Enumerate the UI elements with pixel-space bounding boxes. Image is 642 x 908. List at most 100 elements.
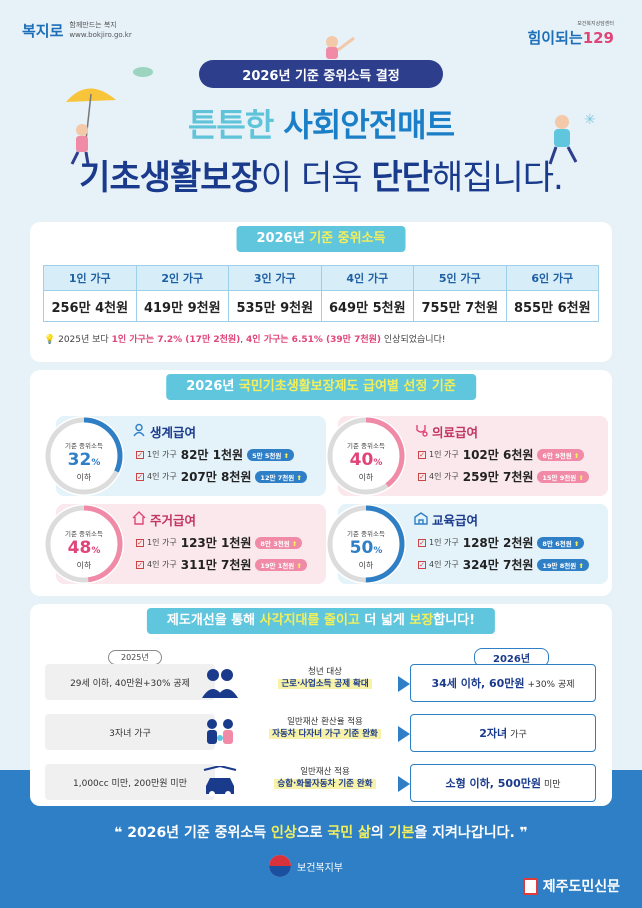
house-icon [132,511,146,528]
benefit-amount: 311만 7천원 [180,558,252,572]
new-criteria-main: 소형 이하, 500만원 [445,777,541,790]
up-arrow-icon: ⬆ [571,451,580,460]
check-icon: ✓ [418,560,426,569]
publisher-icon [522,877,538,895]
gauge-percent-value: 50 [349,538,374,558]
increase-chip: 6만 9천원 ⬆ [537,448,585,461]
bokjiro-logo[interactable]: 복지로 함께만드는 복지 www.bokjiro.go.kr [22,20,132,41]
check-icon: ✓ [418,538,426,547]
arrow-right-icon [398,776,410,792]
benefit-ratio-arc [45,417,123,495]
new-criteria-suffix: 미만 [543,779,561,790]
reform-description-line: 자동차 다자녀 가구 기준 완화 [240,728,410,740]
benefit-title-text: 주거급여 [150,513,197,528]
new-criteria: 2자녀 가구 [410,714,596,752]
increase-chip: 5만 5천원 ⬆ [247,448,295,461]
reform-card: 제도개선을 통해 사각지대를 줄이고 더 넓게 보장합니다! 2025년 202… [30,604,612,806]
benefit-row: ✓ 1인 가구 82만 1천원 5만 5천원 ⬆ [136,446,295,463]
reform-description-line: 근로·사업소득 공제 확대 [240,678,410,690]
headline-2-part-4: 해집니다. [431,158,564,198]
gauge-sub: 이하 [76,473,92,482]
headline-1-emphasis: 사회안전매트 [283,106,455,144]
household-label: 1인 가구 [429,538,459,547]
slogan-part-4: 국민 삶 [327,825,371,841]
increase-chip-value: 5만 5천원 [252,451,282,460]
household-size-header: 5인 가구 [413,265,507,291]
reform-description-change: 자동차 다자녀 가구 기준 완화 [269,729,381,740]
taegeuk-icon [269,855,291,877]
median-income-card: 2026년 기준 중위소득 1인 가구 2인 가구 3인 가구 4인 가구 5인 가구 6… [30,222,612,362]
svg-text:✳: ✳ [584,112,596,128]
household-size-header: 4인 가구 [320,265,414,291]
headline-line-2: 기초생활보장이 더욱 단단해집니다. [0,150,642,199]
increase-chip-value: 19만 1천원 [260,561,295,570]
increase-chip: 12만 7천원 ⬆ [255,470,307,483]
household-size-header: 2인 가구 [135,265,229,291]
publisher-name: 제주도민신문 [542,879,620,895]
benefit-title-text: 생계급여 [150,425,197,440]
increase-note: 💡 2025년 보다 1인 가구는 7.2% (17만 2천원), 4인 가구는… [44,332,445,345]
increase-note-1-person: 1인 가구는 7.2% (17만 2천원) [111,335,241,345]
household-label: 1인 가구 [147,538,177,547]
slogan-part-1: 2026년 기준 중위소득 [127,825,271,841]
headline-1-prefix: 튼튼한 [187,106,284,144]
headline-line-1: 튼튼한 사회안전매트 [0,100,642,146]
gauge-percent-unit: % [373,546,383,556]
check-icon: ✓ [418,450,426,459]
gauge-percent-value: 40 [349,450,374,470]
check-icon: ✓ [136,538,144,547]
benefit-criteria-tag-label: 국민기초생활보장제도 급여별 선정 기준 [238,379,456,394]
benefit-criteria-card: 2026년 국민기초생활보장제도 급여별 선정 기준 기준 중위소득 32% 이하 생… [30,370,612,596]
ministry-name: 보건복지부 [297,862,343,874]
person-icon [132,423,146,440]
publisher-logo[interactable]: 제주도민신문 [522,876,620,896]
reform-tag-2: 사각지대를 줄이고 [259,613,360,628]
household-label: 4인 가구 [429,472,459,481]
leaf-decoration [133,67,153,77]
benefit-row: ✓ 1인 가구 123만 1천원 8만 3천원 ⬆ [136,534,303,551]
gauge-label: 기준 중위소득 [65,442,103,450]
median-income-value: 855만 6천원 [505,290,599,322]
median-income-tag: 2026년 기준 중위소득 [236,226,406,252]
up-arrow-icon: ⬆ [281,451,290,460]
increase-chip-value: 8만 3천원 [260,539,290,548]
household-label: 4인 가구 [147,560,177,569]
median-income-value: 535만 9천원 [228,290,322,322]
gauge-percent: 32% [44,450,124,470]
check-icon: ✓ [418,472,426,481]
gauge-sub: 이하 [358,473,374,482]
slogan-part-7: 을 지켜나갑니다. [414,825,515,841]
reform-description: 청년 대상 근로·사업소득 공제 확대 [240,666,410,691]
headline-2-part-1: 기초생활보장 [79,158,262,198]
gauge-label: 기준 중위소득 [347,442,385,450]
reform-description-change: 근로·사업소득 공제 확대 [278,679,372,690]
lightbulb-icon: 💡 [44,335,56,345]
benefit-ratio-gauge: 기준 중위소득 40% 이하 [326,416,406,496]
new-criteria-main: 2자녀 [479,727,508,740]
up-arrow-icon: ⬆ [294,473,302,482]
slogan-part-3: 으로 [296,825,328,841]
up-arrow-icon: ⬆ [576,561,584,570]
increase-note-comma: , [240,335,247,345]
increase-chip-value: 6만 9천원 [542,451,572,460]
benefit-ratio-arc [327,417,405,495]
gauge-percent: 48% [44,538,124,558]
benefit-amount: 123만 1천원 [180,536,252,550]
increase-chip: 8만 3천원 ⬆ [255,536,303,549]
increase-chip-value: 15만 9천원 [542,473,577,482]
reform-description-change: 승합·화물자동차 기준 완화 [274,779,376,790]
ministry-logo[interactable]: 보건복지부 [269,855,343,877]
increase-chip-value: 12만 7천원 [260,473,295,482]
median-income-value-row: 256만 4천원 419만 9천원 535만 9천원 649만 5천원 755만 7천원… [43,290,599,322]
household-size-header: 6인 가구 [505,265,599,291]
increase-chip: 8만 6천원 ⬆ [537,536,585,549]
up-arrow-icon: ⬆ [289,539,298,548]
arrow-right-icon [398,676,410,692]
median-income-value: 419만 9천원 [135,290,229,322]
car-icon [200,764,240,800]
median-income-tag-label: 기준 중위소득 [309,231,386,246]
benefit-amount: 128만 2천원 [462,536,534,550]
increase-note-4-person: 4인 가구는 6.51% (39만 7천원) [246,335,382,345]
gauge-percent: 40% [326,450,406,470]
up-arrow-icon: ⬆ [294,561,302,570]
